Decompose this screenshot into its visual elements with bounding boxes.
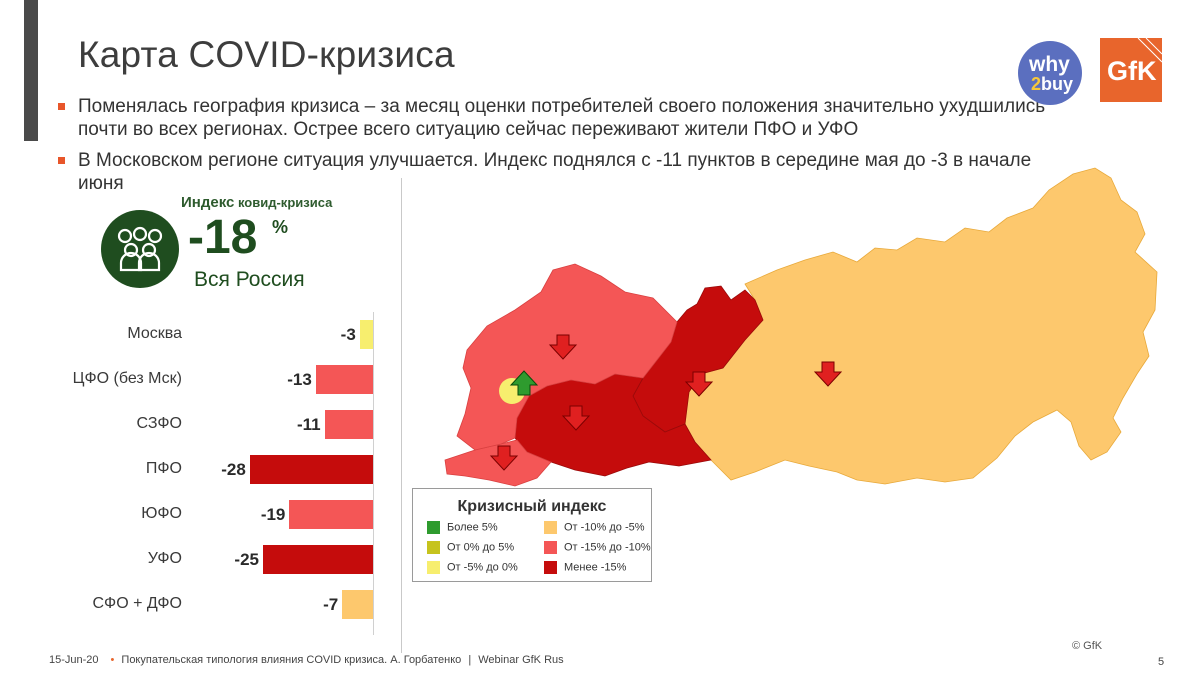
- bullet-marker: [58, 103, 65, 110]
- bar: [359, 320, 373, 349]
- why-logo-text-2: 2buy: [1031, 74, 1073, 95]
- accent-bar: [24, 0, 38, 141]
- legend-swatch: [544, 541, 557, 554]
- footer-event: Webinar GfK Rus: [478, 654, 564, 666]
- legend-swatch: [427, 561, 440, 574]
- arrow-down-icon: [813, 361, 843, 387]
- footer-date: 15-Jun-20: [49, 654, 99, 666]
- arrow-down-icon: [548, 334, 578, 360]
- bar: [342, 590, 373, 619]
- page-title: Карта COVID-кризиса: [78, 34, 455, 75]
- bar-value-label: -28: [221, 460, 246, 479]
- footer: 15-Jun-20 • Покупательская типология влиян…: [49, 654, 564, 666]
- why-logo-buy: buy: [1041, 74, 1074, 94]
- index-subtitle: Вся Россия: [194, 268, 305, 291]
- bar-category-label: ПФО: [145, 460, 182, 477]
- legend-item: Менее -15%: [544, 561, 626, 574]
- bar: [289, 500, 373, 529]
- legend-label: От -10% до -5%: [564, 521, 645, 534]
- people-group-icon-svg: [117, 226, 163, 272]
- bar-category-label: Москва: [127, 325, 182, 342]
- bar-value-label: -11: [296, 415, 321, 434]
- bar-value-label: -3: [340, 325, 356, 344]
- legend-label: От 0% до 5%: [447, 541, 515, 554]
- bar-category-label: ЦФО (без Мск): [72, 370, 182, 387]
- bar-value-label: -25: [234, 550, 259, 569]
- footer-dot: •: [110, 654, 115, 666]
- legend-item: От 0% до 5%: [427, 541, 514, 554]
- vertical-divider: [401, 178, 402, 653]
- bar-category-label: СЗФО: [136, 415, 182, 432]
- arrow-up-icon: [509, 370, 539, 396]
- legend-item: Более 5%: [427, 521, 498, 534]
- bullet-text: В Московском регионе ситуация улучшается…: [78, 150, 1032, 194]
- legend-item: От -10% до -5%: [544, 521, 645, 534]
- bullet-text: Поменялась география кризиса – за месяц …: [78, 96, 1046, 140]
- legend-item: От -15% до -10%: [544, 541, 651, 554]
- copyright: © GfK: [1072, 640, 1103, 652]
- legend-swatch: [544, 561, 557, 574]
- arrow-down-icon: [561, 405, 591, 431]
- legend-swatch: [427, 541, 440, 554]
- page-number: 5: [1158, 656, 1165, 668]
- footer-separator: |: [468, 654, 472, 666]
- bar: [315, 365, 373, 394]
- people-group-icon: [101, 210, 179, 288]
- bar-category-label: СФО + ДФО: [92, 595, 183, 612]
- gfk-logo-text: GfK: [1107, 56, 1157, 86]
- bar-axis: [373, 312, 374, 635]
- why2buy-logo: why 2buy: [1018, 41, 1082, 105]
- legend-label: Менее -15%: [564, 561, 627, 574]
- bullet-list: Поменялась география кризиса – за месяц …: [56, 95, 1046, 203]
- bar: [324, 410, 373, 439]
- gfk-logo: GfK: [1100, 38, 1162, 102]
- bullet-item: В Московском регионе ситуация улучшается…: [56, 149, 1046, 195]
- bar: [249, 455, 373, 484]
- legend-label: От -15% до -10%: [564, 541, 651, 554]
- legend-swatch: [544, 521, 557, 534]
- bar-value-label: -7: [323, 595, 339, 614]
- map-legend: Кризисный индекс Более 5% От 0% до 5% От -…: [412, 488, 652, 582]
- index-unit: %: [272, 217, 289, 237]
- footer-text: Покупательская типология влияния COVID к…: [121, 654, 462, 666]
- index-label: Индекс ковид-кризиса: [181, 194, 332, 211]
- bar: [263, 545, 373, 574]
- legend-label: От -5% до 0%: [447, 561, 518, 574]
- index-value: -18: [188, 211, 258, 264]
- why-logo-text: why: [1029, 53, 1070, 76]
- legend-title: Кризисный индекс: [457, 498, 607, 515]
- bar-value-label: -19: [260, 505, 286, 524]
- legend-label: Более 5%: [447, 521, 498, 534]
- bullet-item: Поменялась география кризиса – за месяц …: [56, 95, 1046, 141]
- gfk-logo-stripes: [1137, 38, 1162, 63]
- bar-category-label: ЮФО: [141, 505, 182, 522]
- bullet-marker: [58, 157, 65, 164]
- map-region-sfo-dfo: [684, 167, 1158, 485]
- legend-swatch: [427, 521, 440, 534]
- bar-value-label: -13: [287, 370, 312, 389]
- index-label-bold: Индекс: [181, 194, 235, 211]
- legend-item: От -5% до 0%: [427, 561, 518, 574]
- arrow-down-icon: [684, 371, 714, 397]
- index-label-rest: ковид-кризиса: [234, 195, 333, 210]
- russia-map: [444, 167, 1158, 487]
- bar-category-label: УФО: [147, 550, 182, 567]
- arrow-down-icon: [489, 445, 519, 471]
- why-logo-2: 2: [1031, 74, 1042, 94]
